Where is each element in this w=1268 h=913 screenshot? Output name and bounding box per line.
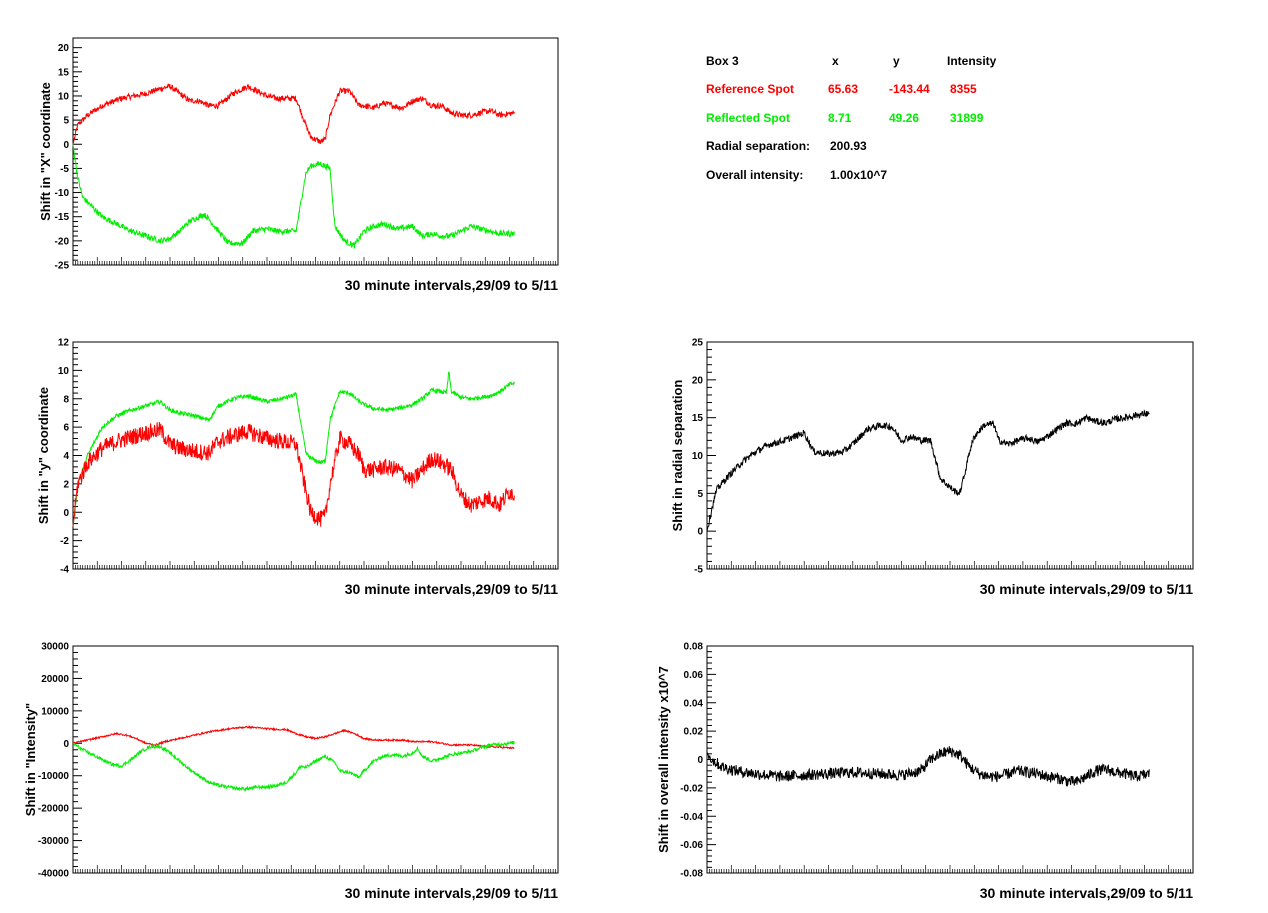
x-axis-label: 30 minute intervals,29/09 to 5/11 bbox=[980, 581, 1193, 597]
plot-frame bbox=[72, 645, 559, 874]
info-col-intensity: Intensity bbox=[947, 54, 997, 68]
y-tick-label: 2 bbox=[63, 479, 69, 490]
info-reference-intensity: 8355 bbox=[950, 82, 977, 96]
series-line-reflected bbox=[72, 144, 515, 249]
chart-intensity-shift: -40000 -30000 -20000 -10000 0 10000 20000 30000… bbox=[23, 642, 559, 901]
y-axis-label: Shift in overall intensity x10^7 bbox=[656, 666, 671, 853]
y-tick-label: -20000 bbox=[38, 804, 70, 815]
y-tick-label: 10000 bbox=[41, 706, 69, 717]
info-overall-label: Overall intensity: bbox=[706, 168, 803, 182]
info-reflected-intensity: 31899 bbox=[950, 111, 984, 125]
y-tick-label: 10 bbox=[58, 91, 70, 102]
y-axis-label: Shift in "X" coordinate bbox=[38, 82, 53, 221]
series-line-reference bbox=[72, 421, 515, 527]
info-reference-y: -143.44 bbox=[889, 82, 930, 96]
y-tick-label: 15 bbox=[692, 413, 704, 424]
y-tick-label: -4 bbox=[60, 565, 69, 576]
y-tick-label: 0.08 bbox=[684, 642, 704, 653]
info-col-y: y bbox=[893, 54, 900, 68]
y-tick-label: -20 bbox=[55, 236, 70, 247]
y-tick-label: -30000 bbox=[38, 836, 70, 847]
x-axis-label: 30 minute intervals,29/09 to 5/11 bbox=[980, 885, 1193, 901]
y-tick-label: -0.08 bbox=[680, 869, 703, 880]
y-tick-label: 12 bbox=[58, 338, 70, 349]
y-tick-label: -25 bbox=[55, 261, 70, 272]
y-tick-label: 0 bbox=[63, 739, 69, 750]
y-tick-label: -5 bbox=[694, 565, 703, 576]
y-tick-label: -0.04 bbox=[680, 812, 703, 823]
y-tick-label: -0.02 bbox=[680, 783, 703, 794]
info-title: Box 3 bbox=[706, 54, 739, 68]
info-reflected-label: Reflected Spot bbox=[706, 111, 790, 125]
info-overall-value: 1.00x10^7 bbox=[830, 168, 887, 182]
y-tick-label: -10 bbox=[55, 188, 70, 199]
y-tick-label: -0.06 bbox=[680, 840, 703, 851]
info-radial-label: Radial separation: bbox=[706, 139, 810, 153]
y-tick-label: 20 bbox=[692, 375, 704, 386]
series-line-reference bbox=[72, 725, 515, 750]
y-tick-label: -40000 bbox=[38, 869, 70, 880]
x-axis-label: 30 minute intervals,29/09 to 5/11 bbox=[345, 885, 558, 901]
info-col-x: x bbox=[832, 54, 839, 68]
y-tick-label: 0.02 bbox=[684, 727, 704, 738]
y-tick-label: -10000 bbox=[38, 771, 70, 782]
y-tick-label: 5 bbox=[697, 489, 703, 500]
plot-frame bbox=[72, 341, 559, 570]
y-tick-label: 8 bbox=[63, 394, 69, 405]
x-axis-label: 30 minute intervals,29/09 to 5/11 bbox=[345, 277, 558, 293]
y-tick-label: 20000 bbox=[41, 674, 69, 685]
y-axis-label: Shift in "Intensity" bbox=[23, 703, 38, 816]
y-tick-label: -15 bbox=[55, 212, 70, 223]
series-line-reference bbox=[72, 83, 515, 145]
y-tick-label: 0 bbox=[697, 527, 703, 538]
y-axis-label: Shift in radial separation bbox=[670, 380, 685, 532]
series-line-reflected bbox=[72, 740, 515, 792]
y-tick-label: 0.04 bbox=[684, 698, 704, 709]
series-line-reflected bbox=[72, 371, 515, 527]
y-tick-label: 0 bbox=[697, 755, 703, 766]
chart-radial-shift: -5 0 5 10 15 20 25 30 minute intervals,29/09 to… bbox=[670, 338, 1194, 597]
y-tick-label: 10 bbox=[692, 451, 704, 462]
info-box: Box 3 x y Intensity Reference Spot 65.63… bbox=[706, 54, 997, 182]
y-tick-label: 25 bbox=[692, 338, 704, 349]
info-reference-x: 65.63 bbox=[828, 82, 858, 96]
y-tick-label: 20 bbox=[58, 43, 70, 54]
y-tick-label: 5 bbox=[63, 116, 69, 127]
info-radial-value: 200.93 bbox=[830, 139, 867, 153]
x-axis-label: 30 minute intervals,29/09 to 5/11 bbox=[345, 581, 558, 597]
chart-y-shift: -4 -2 0 2 4 6 8 10 12 30 minute intervals,29/09 t… bbox=[36, 338, 559, 597]
y-tick-label: 6 bbox=[63, 423, 69, 434]
info-reference-label: Reference Spot bbox=[706, 82, 794, 96]
plot-frame bbox=[706, 645, 1194, 874]
series-line-combined bbox=[706, 409, 1150, 532]
y-tick-label: 0.06 bbox=[684, 670, 704, 681]
plot-frame bbox=[706, 341, 1194, 570]
y-tick-label: 0 bbox=[63, 508, 69, 519]
y-tick-label: 10 bbox=[58, 366, 70, 377]
chart-x-shift: -25 -20 -15 -10 -5 0 5 10 15 20 30 minute interval… bbox=[38, 37, 559, 293]
info-reflected-y: 49.26 bbox=[889, 111, 919, 125]
y-tick-label: -5 bbox=[60, 164, 69, 175]
y-tick-label: 0 bbox=[63, 140, 69, 151]
y-axis-label: Shift in "y" coordinate bbox=[36, 387, 51, 524]
y-tick-label: 4 bbox=[63, 451, 69, 462]
series-line-combined bbox=[706, 746, 1150, 788]
info-reflected-x: 8.71 bbox=[828, 111, 852, 125]
y-tick-label: 30000 bbox=[41, 642, 69, 653]
chart-overall-intensity-shift: -0.08 -0.06 -0.04 -0.02 0 0.02 0.04 0.06 0.08 30 … bbox=[656, 642, 1194, 901]
y-tick-label: -2 bbox=[60, 536, 69, 547]
y-tick-label: 15 bbox=[58, 67, 70, 78]
